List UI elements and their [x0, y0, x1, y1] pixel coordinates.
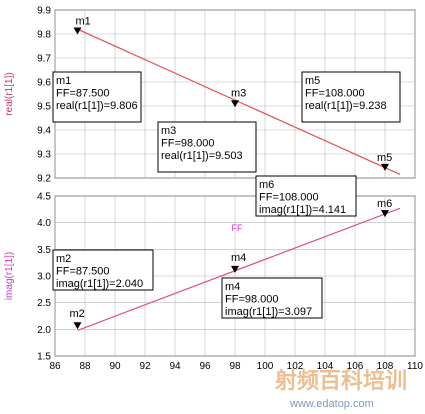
x-tick-label: 106 — [347, 361, 364, 372]
y-tick-label: 2.0 — [37, 325, 51, 336]
x-tick-label: 100 — [257, 361, 274, 372]
x-tick-label: 88 — [79, 361, 91, 372]
marker-triangle — [231, 265, 239, 273]
x-tick-label: 96 — [199, 361, 211, 372]
real-part-plot: 9.29.39.49.59.69.79.89.9real(r1[1])m1m3m… — [4, 6, 416, 185]
marker-label: m4 — [231, 252, 246, 264]
y-tick-label: 9.4 — [37, 126, 51, 137]
marker-label: m1 — [76, 16, 91, 28]
y-tick-label: 9.6 — [37, 78, 51, 89]
marker-label: m5 — [377, 152, 392, 164]
marker-triangle — [381, 163, 389, 171]
x-tick-label: 94 — [169, 361, 181, 372]
x-tick-label: 98 — [229, 361, 241, 372]
x-axis-label: FF — [232, 223, 243, 233]
series-line — [77, 207, 401, 331]
readout-frame — [157, 121, 257, 173]
marker-triangle — [381, 210, 389, 218]
y-tick-label: 1.5 — [37, 352, 51, 363]
y-tick-label: 9.3 — [37, 150, 51, 161]
y-tick-label: 2.5 — [37, 298, 51, 309]
readout-line: FF=108.000 — [305, 88, 365, 100]
y-tick-label: 9.5 — [37, 102, 51, 113]
marker-label: m2 — [70, 308, 85, 320]
readout-line: FF=87.500 — [56, 88, 110, 100]
y-tick-label: 9.2 — [37, 174, 51, 185]
watermark: 射频百科培训 www.edatop.com — [274, 368, 407, 410]
imag-part-plot: 1.5 2.0 2.5 3.0 3.5 4.0 4.5 86 88 90 92 94 96 98 100 10… — [4, 175, 423, 372]
readout-line: FF=98.000 — [161, 138, 215, 150]
readout-frame — [221, 277, 323, 319]
readout-line: imag(r1[1])=2.040 — [56, 278, 143, 290]
readout-line: m2 — [56, 253, 71, 265]
readout-line: imag(r1[1])=3.097 — [225, 306, 312, 318]
marker-triangle — [231, 100, 239, 108]
readout-line: m5 — [305, 75, 320, 87]
marker-triangle — [73, 27, 82, 35]
readout-line: m3 — [161, 125, 176, 137]
readout-line: real(r1[1])=9.238 — [305, 100, 387, 112]
readout-line: m6 — [259, 179, 274, 191]
x-tick-label: 102 — [287, 361, 304, 372]
x-tick-label: 110 — [407, 361, 423, 372]
readout-line: m4 — [225, 281, 240, 293]
readout-frame — [255, 175, 357, 217]
watermark-url: www.edatop.com — [289, 398, 374, 410]
y-axis-label: imag(r1[1]) — [4, 252, 15, 300]
readout-line: imag(r1[1])=4.141 — [259, 204, 346, 216]
x-tick-label: 86 — [49, 361, 61, 372]
readout-line: FF=87.500 — [56, 266, 110, 278]
readout-frame — [301, 71, 401, 123]
readout-frame — [52, 71, 142, 123]
watermark-text: 射频百科培训 — [274, 368, 407, 393]
y-tick-label: 9.8 — [37, 30, 51, 41]
series-line — [77, 28, 401, 175]
y-tick-label: 9.9 — [37, 6, 51, 17]
readout-line: FF=108.000 — [259, 192, 319, 204]
marker-label: m6 — [377, 198, 392, 210]
y-tick-label: 4.0 — [37, 218, 51, 229]
readout-frame — [52, 249, 154, 291]
y-tick-label: 3.0 — [37, 272, 51, 283]
marker-label: m3 — [231, 87, 246, 99]
x-tick-label: 108 — [377, 361, 394, 372]
y-tick-label: 9.7 — [37, 54, 51, 65]
x-tick-label: 104 — [317, 361, 334, 372]
readout-line: real(r1[1])=9.806 — [56, 100, 138, 112]
y-tick-label: 3.5 — [37, 245, 51, 256]
x-tick-label: 92 — [139, 361, 151, 372]
readout-line: real(r1[1])=9.503 — [161, 150, 243, 162]
y-axis-label: real(r1[1]) — [4, 72, 15, 115]
readout-line: FF=98.000 — [225, 294, 279, 306]
readout-line: m1 — [56, 75, 71, 87]
marker-triangle — [73, 322, 82, 330]
y-tick-label: 4.5 — [37, 192, 51, 203]
x-tick-label: 90 — [109, 361, 121, 372]
